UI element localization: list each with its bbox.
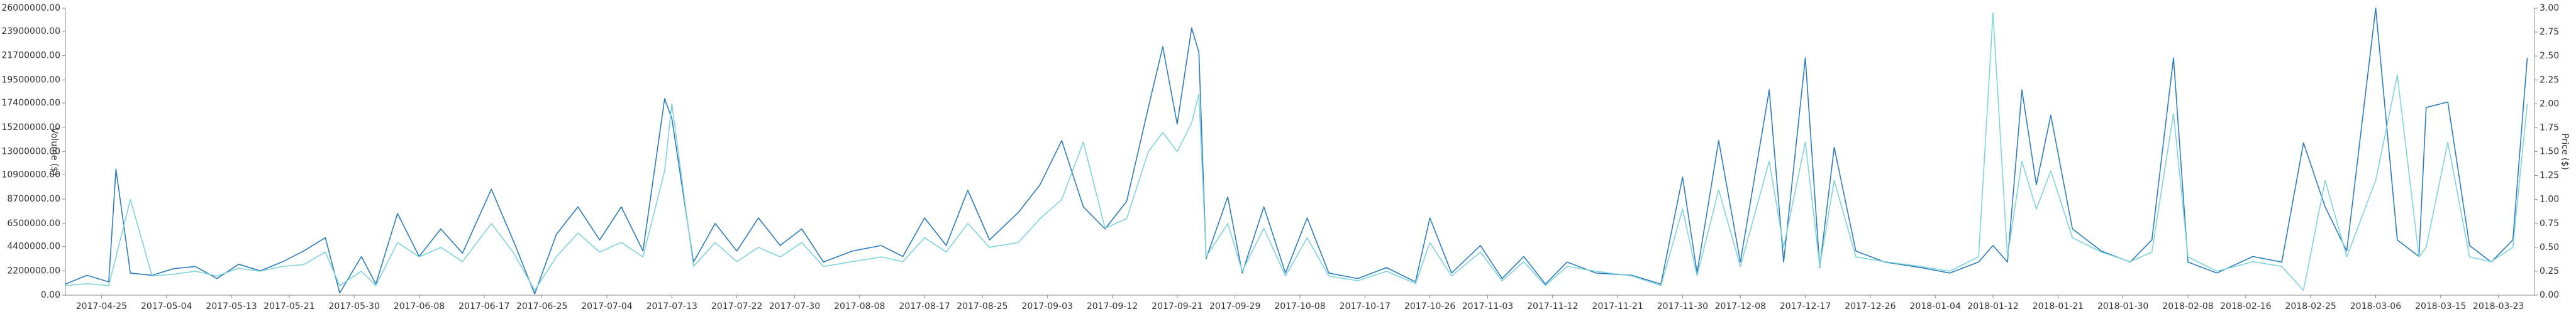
x-tick-label: 2017-08-25 xyxy=(957,301,1008,311)
x-tick-label: 2017-07-04 xyxy=(581,301,632,311)
x-tick-label: 2017-12-26 xyxy=(1845,301,1896,311)
x-tick-label: 2017-06-08 xyxy=(394,301,445,311)
y2-tick-label: 1.00 xyxy=(2540,195,2559,205)
x-tick-label: 2018-02-08 xyxy=(2162,301,2213,311)
x-tick-label: 2018-03-15 xyxy=(2415,301,2466,311)
y2-tick-label: 1.50 xyxy=(2540,147,2559,157)
y2-tick-label: 2.50 xyxy=(2540,51,2559,61)
x-tick-label: 2017-06-25 xyxy=(516,301,567,311)
x-tick-label: 2018-01-21 xyxy=(2033,301,2084,311)
x-tick-label: 2017-11-21 xyxy=(1592,301,1643,311)
x-tick-label: 2017-05-13 xyxy=(206,301,257,311)
y2-tick-label: 0.25 xyxy=(2540,266,2559,276)
x-tick-label: 2017-04-25 xyxy=(76,301,127,311)
y2-tick-label: 0.00 xyxy=(2540,290,2559,300)
x-tick-label: 2017-11-03 xyxy=(1462,301,1513,311)
x-tick-label: 2017-05-21 xyxy=(264,301,314,311)
series-line xyxy=(65,8,2528,295)
x-tick-label: 2017-08-08 xyxy=(834,301,885,311)
x-tick-label: 2017-05-30 xyxy=(328,301,379,311)
x-tick-label: 2017-10-17 xyxy=(1340,301,1391,311)
y2-axis-label: Price ($) xyxy=(2560,133,2570,170)
x-tick-label: 2018-01-04 xyxy=(1910,301,1961,311)
x-tick-label: 2017-09-12 xyxy=(1087,301,1138,311)
x-tick-label: 2017-07-13 xyxy=(647,301,697,311)
x-tick-label: 2017-07-30 xyxy=(769,301,820,311)
x-tick-label: 2017-10-26 xyxy=(1404,301,1455,311)
x-tick-label: 2017-07-22 xyxy=(711,301,762,311)
x-tick-label: 2018-03-23 xyxy=(2473,301,2524,311)
x-tick-label: 2017-09-29 xyxy=(1209,301,1260,311)
x-tick-label: 2017-10-08 xyxy=(1274,301,1325,311)
y2-tick-label: 2.25 xyxy=(2540,75,2559,85)
y2-tick-label: 0.75 xyxy=(2540,219,2559,229)
y-tick-label: 21700000.00 xyxy=(1,51,60,61)
x-tick-label: 2017-09-03 xyxy=(1022,301,1073,311)
x-tick-label: 2017-06-17 xyxy=(458,301,509,311)
x-tick-label: 2018-03-06 xyxy=(2350,301,2401,311)
y-tick-label: 8700000.00 xyxy=(7,194,60,204)
y-tick-label: 10900000.00 xyxy=(1,170,60,180)
y2-tick-label: 2.00 xyxy=(2540,99,2559,109)
y-tick-label: 13000000.00 xyxy=(1,147,60,157)
series-line xyxy=(65,12,2528,291)
y-tick-label: 6500000.00 xyxy=(7,219,60,229)
x-tick-label: 2017-09-21 xyxy=(1152,301,1202,311)
y-tick-label: 17400000.00 xyxy=(1,98,60,108)
y-axis-label: Volume ($) xyxy=(49,127,59,175)
y-tick-label: 26000000.00 xyxy=(1,3,60,13)
y-tick-label: 0.00 xyxy=(41,290,60,300)
y-tick-label: 15200000.00 xyxy=(1,122,60,133)
x-tick-label: 2017-08-17 xyxy=(899,301,950,311)
x-tick-label: 2018-01-30 xyxy=(2097,301,2148,311)
y2-tick-label: 1.25 xyxy=(2540,171,2559,181)
y-tick-label: 19500000.00 xyxy=(1,75,60,85)
x-tick-label: 2017-12-17 xyxy=(1780,301,1831,311)
y-tick-label: 2200000.00 xyxy=(7,266,60,276)
x-tick-label: 2017-11-12 xyxy=(1527,301,1578,311)
x-tick-label: 2018-02-16 xyxy=(2220,301,2271,311)
x-tick-label: 2017-05-04 xyxy=(141,301,192,311)
y2-tick-label: 2.75 xyxy=(2540,27,2559,37)
x-tick-label: 2017-12-08 xyxy=(1715,301,1766,311)
y2-tick-label: 1.75 xyxy=(2540,122,2559,133)
x-tick-label: 2017-11-30 xyxy=(1657,301,1708,311)
x-tick-label: 2018-02-25 xyxy=(2285,301,2336,311)
y-tick-label: 4400000.00 xyxy=(7,242,60,252)
y2-tick-label: 0.50 xyxy=(2540,242,2559,252)
x-tick-label: 2018-01-12 xyxy=(1967,301,2018,311)
y2-tick-label: 3.00 xyxy=(2540,3,2559,13)
y-tick-label: 23900000.00 xyxy=(1,26,60,36)
